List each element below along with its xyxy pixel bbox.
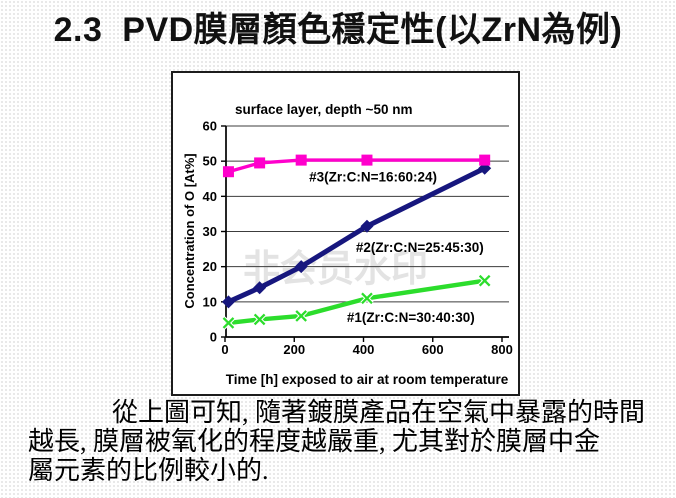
chart-figure: 非会员水印 0 10 20 30 40 50 60 0 200 400 600 800 surface l… xyxy=(171,71,520,396)
page-title: 2.3 PVD膜層顏色穩定性(以ZrN為例) xyxy=(53,11,623,49)
series-marker xyxy=(294,260,308,274)
series-marker xyxy=(361,292,373,305)
series-marker xyxy=(254,157,266,169)
caption-paragraph: 從上圖可知, 隨著鍍膜產品在空氣中暴露的時間 越長, 膜層被氧化的程度越嚴重, … xyxy=(28,398,660,485)
series-marker xyxy=(478,274,491,287)
series-marker xyxy=(221,295,235,309)
caption-line-2: 越長, 膜層被氧化的程度越嚴重, 尤其對於膜層中金 xyxy=(28,427,601,456)
x-tick-label: 0 xyxy=(221,342,228,357)
x-tick-label: 800 xyxy=(491,342,513,357)
series-marker xyxy=(360,219,374,233)
series-marker xyxy=(295,154,307,166)
y-tick-label: 10 xyxy=(203,294,217,309)
series-marker xyxy=(253,313,266,326)
y-tick-label: 30 xyxy=(203,224,217,239)
series-marker xyxy=(222,317,235,329)
y-axis-label: Concentration of O [At%] xyxy=(182,153,197,308)
y-tick-label: 40 xyxy=(203,189,217,204)
series-marker xyxy=(479,154,491,166)
chart-title: surface layer, depth ~50 nm xyxy=(235,102,412,117)
x-tick-label: 400 xyxy=(353,342,375,357)
series-label: #3(Zr:C:N=16:60:24) xyxy=(309,170,437,185)
series-label: #1(Zr:C:N=30:40:30) xyxy=(347,310,475,325)
x-tick-label: 200 xyxy=(283,342,305,357)
series-marker xyxy=(253,281,267,295)
series-marker xyxy=(361,154,373,166)
caption-line-1: 從上圖可知, 隨著鍍膜產品在空氣中暴露的時間 xyxy=(112,398,646,427)
x-tick-label: 600 xyxy=(422,342,444,357)
series-label: #2(Zr:C:N=25:45:30) xyxy=(356,240,484,255)
caption-line-3: 屬元素的比例較小的. xyxy=(28,456,269,485)
y-tick-label: 0 xyxy=(210,330,217,345)
y-tick-label: 50 xyxy=(203,154,217,169)
series-marker xyxy=(222,166,234,178)
y-tick-label: 20 xyxy=(203,259,217,274)
y-tick-label: 60 xyxy=(203,119,217,134)
x-axis-label: Time [h] exposed to air at room temperat… xyxy=(226,372,509,387)
series-marker xyxy=(295,310,307,322)
